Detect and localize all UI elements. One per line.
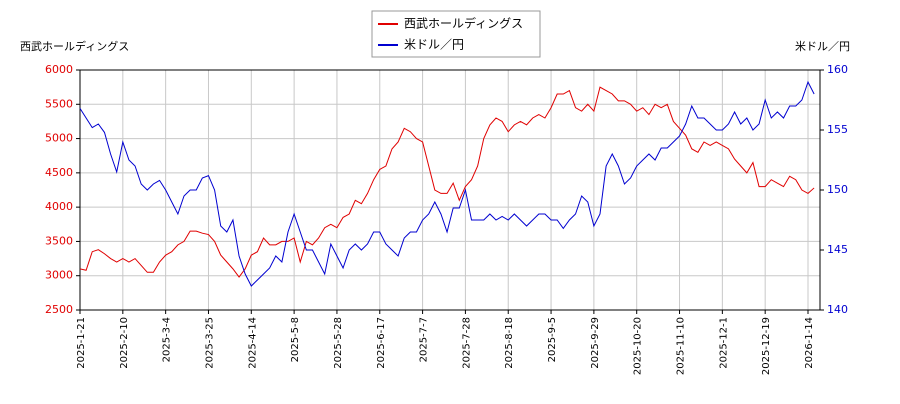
x-tick-label: 2025-12-1: [718, 317, 729, 369]
y-tick-label: 2500: [45, 303, 73, 316]
x-tick-label: 2025-10-20: [633, 317, 644, 375]
y2-tick-label: 140: [827, 303, 848, 316]
y-tick-label: 5000: [45, 132, 73, 145]
x-tick-label: 2025-5-8: [290, 317, 301, 362]
x-tick-label: 2025-7-28: [461, 317, 472, 369]
x-tick-label: 2025-8-18: [504, 317, 515, 369]
x-tick-label: 2025-11-10: [676, 317, 687, 375]
y-tick-label: 5500: [45, 97, 73, 110]
x-tick-label: 2025-2-10: [119, 317, 130, 369]
x-tick-label: 2025-9-29: [590, 317, 601, 369]
y2-axis-label: 米ドル／円: [795, 40, 850, 53]
x-tick-label: 2025-5-28: [333, 317, 344, 369]
y-tick-label: 3000: [45, 269, 73, 282]
y-tick-label: 3500: [45, 234, 73, 247]
legend-label: 米ドル／円: [404, 38, 464, 52]
y2-tick-label: 145: [827, 243, 848, 256]
x-tick-label: 2025-4-14: [247, 317, 258, 369]
legend-box: [371, 10, 541, 58]
series-line: [79, 80, 815, 287]
x-tick-label: 2025-7-7: [419, 317, 430, 362]
y2-tick-label: 150: [827, 183, 848, 196]
x-tick-label: 2025-1-21: [76, 317, 87, 369]
x-tick-label: 2026-1-14: [804, 317, 815, 369]
y-tick-label: 4500: [45, 166, 73, 179]
y-tick-label: 4000: [45, 200, 73, 213]
series-line: [79, 86, 815, 278]
x-tick-label: 2025-9-5: [547, 317, 558, 362]
y-axis-label: 西武ホールディングス: [20, 39, 129, 53]
x-tick-label: 2025-3-4: [162, 317, 173, 362]
x-tick-label: 2025-12-19: [761, 317, 772, 375]
x-tick-label: 2025-6-17: [376, 317, 387, 369]
y2-tick-label: 160: [827, 63, 848, 76]
x-tick-label: 2025-3-25: [204, 317, 215, 369]
y-tick-label: 6000: [45, 63, 73, 76]
plot-frame: [79, 69, 821, 311]
legend-label: 西武ホールディングス: [404, 16, 523, 31]
y2-tick-label: 155: [827, 123, 848, 136]
